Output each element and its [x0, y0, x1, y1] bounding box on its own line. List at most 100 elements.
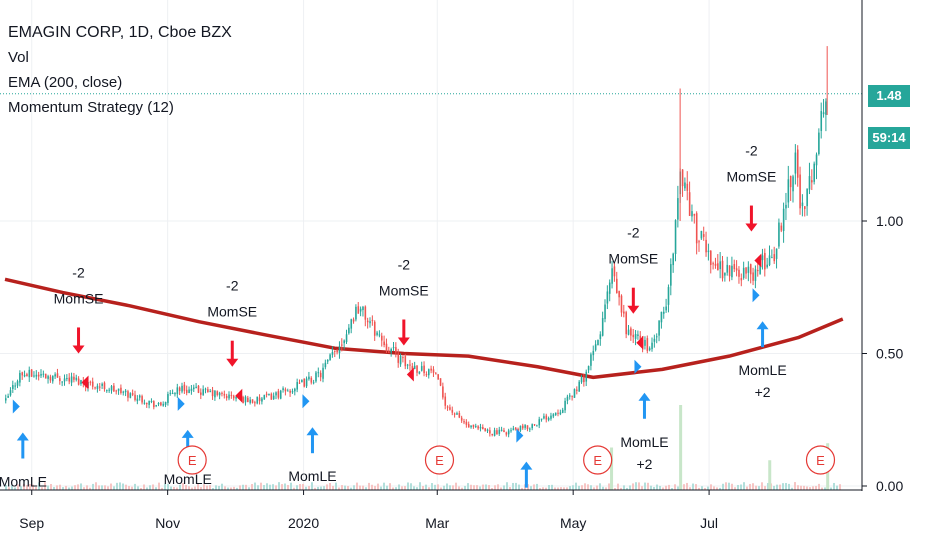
candle-body	[63, 378, 66, 382]
candle-body	[249, 399, 251, 403]
candle-body	[99, 386, 101, 388]
volume-bar	[185, 485, 187, 490]
candle-body	[465, 421, 468, 425]
candle-body	[129, 393, 132, 398]
candle-body	[301, 380, 303, 383]
volume-bar	[389, 483, 391, 490]
candle-body	[820, 111, 823, 131]
volume-bar	[650, 485, 652, 490]
candle-body	[460, 417, 463, 421]
volume-bar	[230, 487, 232, 490]
candle-body	[381, 335, 383, 341]
volume-bar	[407, 482, 409, 490]
volume-bar	[242, 484, 244, 490]
candle-body	[437, 374, 439, 380]
candle-body	[418, 371, 421, 374]
volume-bar	[767, 483, 769, 490]
volume-bar	[446, 483, 448, 490]
volume-bar	[296, 485, 298, 490]
candle-body	[392, 347, 395, 349]
volume-bar	[800, 485, 802, 490]
earnings-marker	[177, 445, 207, 475]
candle-body	[538, 419, 541, 426]
candle-body	[160, 402, 162, 406]
earnings-marker	[805, 445, 836, 475]
candle-body	[482, 427, 484, 430]
candle-body	[169, 392, 172, 394]
candle-body	[207, 389, 209, 393]
candle-body	[604, 304, 606, 319]
volume-bar	[35, 486, 37, 490]
volume-bar	[542, 487, 544, 490]
candle-body	[312, 382, 315, 384]
candle-body	[512, 428, 515, 431]
candle-body	[660, 311, 663, 323]
volume-bar	[362, 485, 364, 490]
legend-ema[interactable]: EMA (200, close)	[8, 74, 123, 91]
candle-body	[37, 374, 40, 377]
candle-body	[583, 377, 585, 383]
volume-bar	[674, 484, 676, 490]
volume-bar	[26, 485, 28, 490]
volume-bar	[626, 487, 628, 490]
volume-bar	[653, 486, 655, 490]
legend-vol[interactable]: Vol	[8, 49, 29, 66]
volume-bar	[629, 485, 631, 490]
volume-bar	[50, 483, 52, 490]
candle-body	[16, 381, 19, 386]
candle-body	[397, 353, 400, 363]
candle-body	[688, 192, 691, 216]
candle-body	[794, 152, 797, 174]
signal-qty: -2	[745, 143, 758, 159]
candle-body	[91, 381, 94, 387]
candle-body	[68, 377, 71, 382]
signal-label: MomLE	[0, 474, 47, 490]
volume-bar	[245, 484, 247, 490]
candle-body	[545, 415, 548, 420]
candle-body	[303, 378, 306, 387]
candle-body	[150, 400, 153, 403]
volume-bar	[768, 460, 772, 490]
candle-body	[801, 202, 804, 207]
candle-body	[225, 395, 228, 399]
volume-bar	[176, 487, 178, 490]
volume-bar	[278, 482, 280, 490]
volume-bar	[470, 484, 472, 490]
candle-body	[157, 403, 160, 405]
candle-body	[411, 366, 414, 370]
candle-body	[594, 344, 597, 351]
volume-bar	[839, 484, 841, 490]
candle-body	[348, 327, 350, 334]
candle-body	[613, 266, 616, 277]
candle-body	[561, 409, 564, 413]
candle-body	[620, 295, 623, 313]
symbol-title[interactable]: EMAGIN CORP, 1D, Cboe BZX	[8, 24, 232, 41]
legend-strategy[interactable]: Momentum Strategy (12)	[8, 99, 174, 116]
volume-bar	[191, 487, 193, 490]
candle-body	[28, 369, 31, 378]
volume-bar	[722, 483, 724, 490]
candle-body	[728, 265, 731, 277]
volume-bar	[521, 487, 523, 490]
candle-body	[362, 306, 364, 311]
candle-body	[120, 387, 122, 393]
candle-body	[731, 265, 733, 278]
volume-bar	[452, 485, 454, 490]
signal-label: MomSE	[608, 251, 658, 267]
volume-bar	[305, 486, 307, 490]
candle-body	[359, 308, 362, 312]
volume-bar	[284, 483, 286, 490]
candle-body	[61, 381, 63, 383]
x-tick-label: Jul	[700, 515, 718, 531]
volume-bar	[605, 487, 607, 490]
volume-bar	[29, 483, 31, 490]
volume-bar	[497, 484, 499, 490]
signal-qty: -2	[72, 264, 85, 280]
candle-body	[707, 250, 710, 253]
candle-body	[282, 388, 284, 391]
volume-bar	[200, 487, 202, 490]
candle-body	[740, 278, 743, 281]
chart-legend: EMAGIN CORP, 1D, Cboe BZX Vol EMA (200, …	[8, 20, 232, 120]
